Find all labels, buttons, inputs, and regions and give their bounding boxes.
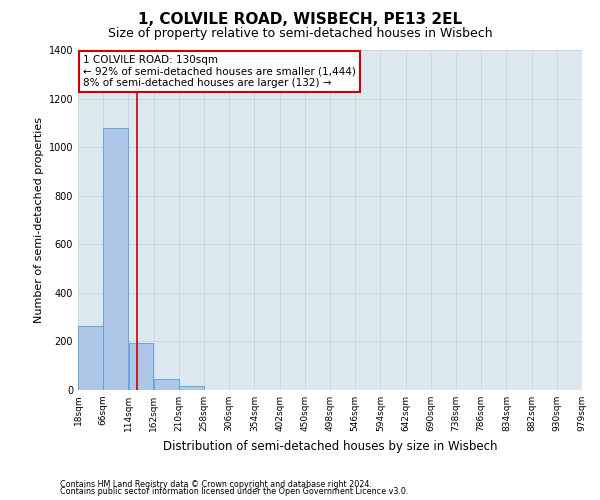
Bar [128,342,154,390]
Text: 1 COLVILE ROAD: 130sqm
← 92% of semi-detached houses are smaller (1,444)
8% of s: 1 COLVILE ROAD: 130sqm ← 92% of semi-det… [83,55,356,88]
Text: Contains public sector information licensed under the Open Government Licence v3: Contains public sector information licen… [60,488,409,496]
Bar [154,379,179,390]
Bar [103,128,128,390]
Bar [78,326,103,390]
X-axis label: Distribution of semi-detached houses by size in Wisbech: Distribution of semi-detached houses by … [163,440,497,452]
Text: 1, COLVILE ROAD, WISBECH, PE13 2EL: 1, COLVILE ROAD, WISBECH, PE13 2EL [138,12,462,28]
Bar [179,386,204,390]
Y-axis label: Number of semi-detached properties: Number of semi-detached properties [34,117,44,323]
Text: Contains HM Land Registry data © Crown copyright and database right 2024.: Contains HM Land Registry data © Crown c… [60,480,372,489]
Text: Size of property relative to semi-detached houses in Wisbech: Size of property relative to semi-detach… [107,28,493,40]
